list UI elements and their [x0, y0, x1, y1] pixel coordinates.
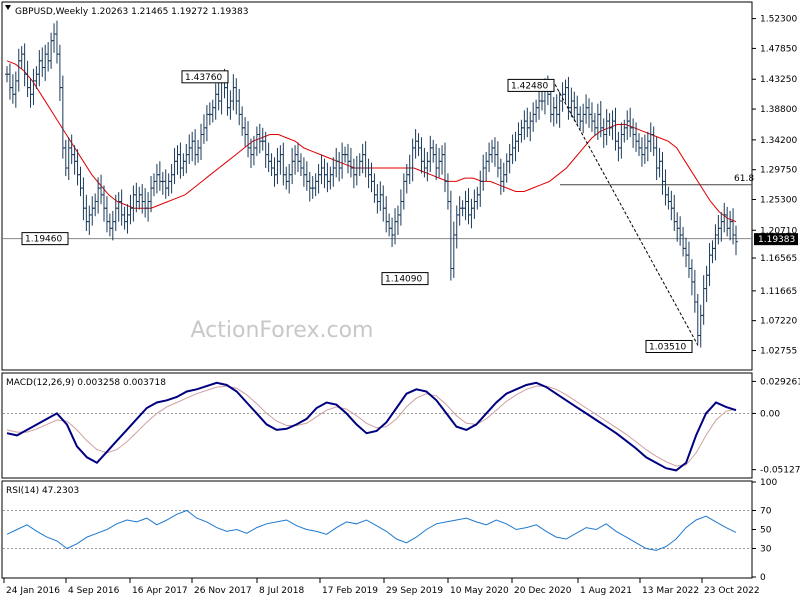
macd-tick-label: 0.00	[760, 409, 780, 419]
last-price-label: 1.19383	[758, 235, 795, 245]
price-tick-label: 1.25300	[760, 195, 797, 205]
macd-line	[6, 381, 737, 472]
rsi-tick-label: 100	[760, 478, 777, 488]
rsi-tick-label: 0	[760, 573, 766, 583]
price-tick-label: 1.20710	[760, 226, 797, 236]
annotation-label: 1.14090	[385, 275, 422, 285]
macd-tick-label: -0.051279	[760, 466, 800, 476]
macd-signal-line	[6, 385, 737, 467]
price-tick-label: 1.02755	[760, 347, 797, 357]
x-tick-label: 8 Jul 2018	[259, 586, 304, 596]
x-tick-label: 24 Jan 2016	[6, 586, 60, 596]
x-tick-label: 4 Sep 2016	[68, 586, 120, 596]
price-annotation: 1.43760	[181, 70, 229, 84]
price-bars	[5, 20, 738, 348]
x-tick-label: 13 Mar 2022	[642, 586, 699, 596]
price-tick-label: 1.38800	[760, 105, 797, 115]
price-annotation: 1.14090	[381, 272, 429, 286]
price-y-axis: 1.52300 1.47850 1.43250 1.38800 1.34200 1.297…	[752, 15, 798, 357]
x-tick-label: 20 Dec 2020	[514, 586, 572, 596]
rsi-series	[3, 509, 752, 551]
price-annotation: 1.19460	[21, 232, 69, 246]
price-tick-label: 1.52300	[760, 15, 797, 25]
x-tick-label: 29 Sep 2019	[386, 586, 443, 596]
macd-series	[3, 381, 752, 472]
annotation-box	[381, 272, 429, 286]
price-tick-label: 1.47850	[760, 44, 797, 54]
annotation-box	[21, 232, 69, 246]
watermark-text: ActionForex.com	[191, 318, 374, 343]
annotation-label: 1.42480	[511, 81, 548, 91]
price-tick-label: 1.07220	[760, 317, 797, 327]
rsi-line	[6, 509, 737, 551]
price-panel-title: GBPUSD,Weekly 1.20263 1.21465 1.19272 1.…	[15, 7, 248, 17]
fib-level-label: 61.8	[734, 174, 754, 184]
price-tick-label: 1.34200	[760, 136, 797, 146]
time-x-axis: 24 Jan 2016 4 Sep 2016 16 Apr 2017 26 Nov 2…	[3, 578, 760, 596]
rsi-tick-label: 50	[760, 526, 772, 536]
rsi-tick-label: 30	[760, 545, 772, 555]
macd-tick-label: 0.029261	[760, 377, 800, 387]
annotation-label: 1.43760	[185, 73, 222, 83]
price-tick-label: 1.43250	[760, 75, 797, 85]
x-tick-label: 10 May 2020	[450, 586, 509, 596]
rsi-tick-label: 70	[760, 507, 772, 517]
macd-y-axis: 0.029261 0.00 -0.051279	[752, 377, 800, 476]
x-tick-label: 1 Aug 2021	[580, 586, 632, 596]
macd-panel-frame	[1, 372, 753, 479]
price-annotation: 1.03510	[645, 339, 693, 353]
dropdown-triangle-icon[interactable]	[5, 5, 11, 10]
price-tick-label: 1.16565	[760, 254, 797, 264]
price-panel-frame	[1, 1, 753, 371]
macd-panel-title: MACD(12,26,9) 0.003258 0.003718	[6, 378, 166, 388]
x-tick-label: 26 Nov 2017	[194, 586, 252, 596]
annotation-label: 1.19460	[25, 235, 62, 245]
annotation-label: 1.03510	[649, 342, 686, 352]
x-tick-label: 16 Apr 2017	[132, 586, 188, 596]
price-annotations: 1.43760 1.42480 1.19460 1.14090 1.03510 61.8	[21, 70, 754, 353]
last-price-box	[754, 233, 798, 246]
annotation-box	[507, 78, 555, 92]
x-tick-label: 17 Feb 2019	[322, 586, 378, 596]
price-tick-label: 1.29750	[760, 166, 797, 176]
price-tick-label: 1.11665	[760, 287, 797, 297]
annotation-box	[645, 339, 693, 353]
price-annotation: 1.42480	[507, 78, 555, 92]
annotation-box	[181, 70, 229, 84]
rsi-panel-title: RSI(14) 47.2303	[6, 486, 79, 496]
x-tick-label: 23 Oct 2022	[704, 586, 760, 596]
rsi-y-axis: 100 70 50 30 0	[752, 478, 777, 583]
ohlc-bar	[734, 225, 738, 256]
horizontal-lines	[3, 184, 752, 240]
